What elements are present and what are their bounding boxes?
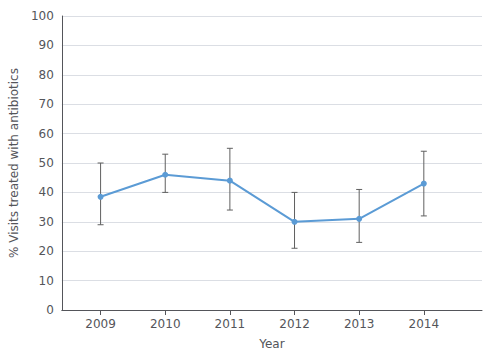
svg-text:0: 0 [46,303,54,317]
svg-text:2010: 2010 [150,317,181,331]
svg-text:20: 20 [39,244,54,258]
svg-text:30: 30 [39,215,54,229]
svg-text:2011: 2011 [215,317,246,331]
svg-text:90: 90 [39,38,54,52]
svg-text:80: 80 [39,68,54,82]
svg-text:40: 40 [39,185,54,199]
svg-text:2009: 2009 [85,317,116,331]
svg-text:10: 10 [39,274,54,288]
svg-text:2013: 2013 [344,317,375,331]
svg-text:70: 70 [39,97,54,111]
svg-text:2014: 2014 [409,317,440,331]
svg-text:50: 50 [39,156,54,170]
svg-text:Year: Year [258,337,284,351]
svg-text:60: 60 [39,127,54,141]
svg-text:2012: 2012 [279,317,310,331]
svg-text:100: 100 [31,9,54,23]
svg-text:% Visits treated with antibiot: % Visits treated with antibiotics [7,68,21,258]
